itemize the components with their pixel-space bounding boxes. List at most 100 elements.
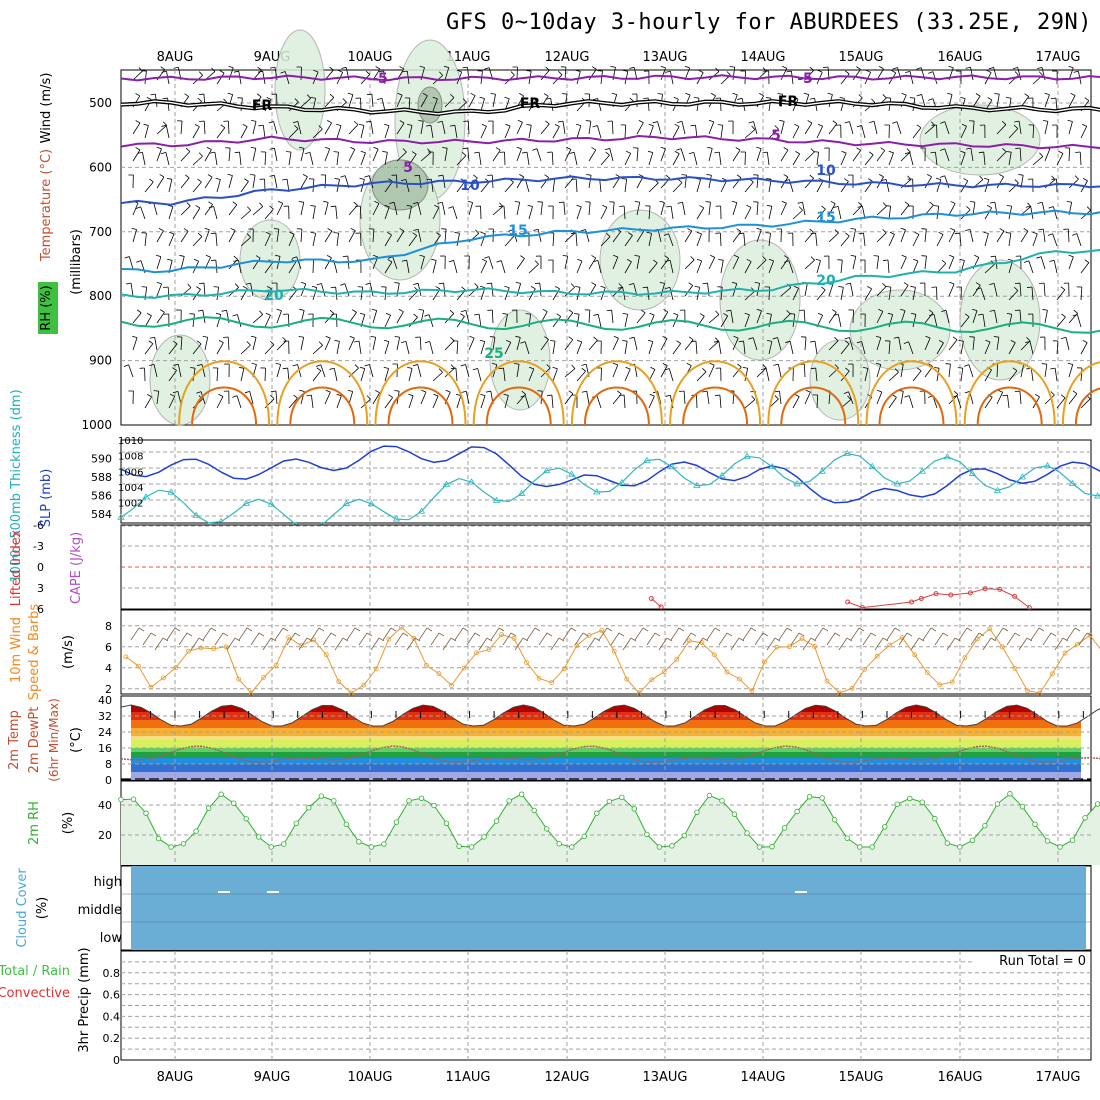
bottom-date-label: 8AUG — [157, 1070, 194, 1085]
wind-barb-flag — [580, 229, 586, 232]
rh-point — [856, 844, 863, 850]
wind-barb — [312, 370, 322, 382]
wind-barb — [348, 230, 356, 243]
wind-barb — [948, 339, 958, 351]
wind-barb — [168, 370, 177, 382]
wind-barb-flag — [562, 255, 568, 257]
wind-barb-flag — [714, 394, 720, 397]
wind-barb — [803, 363, 806, 378]
wind-barb-flag — [426, 178, 432, 181]
wind-barb — [780, 149, 789, 162]
wind-barb-flag — [378, 70, 384, 73]
wind10-barb — [766, 637, 776, 651]
wind-barb-flag — [928, 363, 933, 367]
wind-barb-flag — [766, 204, 772, 207]
wind-barb-flag — [1014, 390, 1020, 393]
wind-barb — [744, 261, 752, 274]
wind-barb — [706, 391, 710, 405]
rh-point — [281, 841, 287, 847]
wind-barb — [264, 262, 274, 274]
wind-barb — [1008, 370, 1018, 382]
wind-barb-flag — [858, 232, 864, 235]
wind-barb — [669, 260, 674, 274]
wind-barb-flag — [259, 202, 264, 207]
wind-barb-flag — [530, 285, 536, 290]
rh-point — [982, 822, 988, 829]
wind10-barb-flag — [138, 627, 145, 632]
wind-barb-flag — [794, 123, 800, 127]
wind-speed-point — [987, 626, 993, 632]
wind-barb — [372, 337, 377, 351]
wind-barb — [1056, 397, 1066, 409]
wind-barb-flag — [988, 67, 994, 70]
wind-barb — [444, 367, 455, 378]
wind-barb-flag — [941, 259, 947, 264]
wind-barb — [287, 368, 290, 382]
thickness-point — [167, 488, 175, 495]
wind-barb-flag — [1067, 119, 1073, 122]
wind-barb — [648, 341, 654, 355]
wind-barb-flag — [1041, 363, 1047, 365]
wind-barb — [611, 120, 614, 135]
wind-barb-flag — [437, 120, 443, 123]
wind-barb — [576, 206, 582, 220]
wind-barb-flag — [1012, 67, 1018, 70]
rh-point — [468, 844, 475, 850]
wind10-barb-flag — [162, 637, 169, 642]
wind-barb — [1032, 156, 1044, 166]
wind-barb-flag — [375, 66, 381, 70]
wind-barb — [960, 126, 967, 139]
thickness-axis-label: 1000~500mb Thickness (dm) — [9, 389, 24, 582]
wind-barb-flag — [746, 258, 752, 262]
wind-barb — [756, 367, 767, 378]
wind-barb — [300, 229, 303, 243]
wind-barb-flag — [948, 65, 954, 69]
wind10-barb — [634, 627, 644, 641]
wind-barb-flag — [173, 66, 179, 69]
wind-barb-flag — [581, 367, 586, 372]
wind-barb-flag — [831, 309, 837, 313]
wind-barb — [672, 182, 683, 193]
minmax-marker: I — [1082, 710, 1085, 721]
wind-barb — [408, 125, 413, 139]
wind-barb-flag — [910, 286, 916, 288]
wind-barb-flag — [947, 92, 953, 95]
wind-barb-flag — [999, 228, 1005, 232]
wind-barb-flag — [329, 309, 335, 314]
wind-barb-flag — [622, 313, 628, 315]
wind-barb-flag — [198, 71, 203, 76]
wind10-barb-flag — [546, 632, 553, 637]
wind-barb — [743, 341, 746, 355]
wind-barb — [168, 233, 175, 247]
wind-barb — [540, 202, 543, 216]
wind-barb — [887, 260, 890, 274]
wind-barb-flag — [615, 174, 621, 178]
wind-barb-flag — [762, 256, 767, 261]
wind-barb-flag — [676, 340, 681, 344]
li-tick-label: -6 — [33, 519, 44, 532]
thickness-point — [793, 480, 801, 487]
thickness-tick-label: 586 — [91, 489, 112, 502]
wind-barb-flag — [382, 151, 388, 153]
wind-barb — [156, 256, 162, 270]
wind-barb — [503, 368, 506, 382]
wind-barb-flag — [1060, 394, 1066, 399]
wind-barb-flag — [228, 65, 234, 69]
wind-barb-flag — [197, 309, 203, 312]
wind-barb-flag — [342, 255, 348, 258]
wind-barb — [768, 206, 773, 220]
wind-barb — [444, 340, 455, 351]
rh-point — [994, 801, 1001, 807]
wind-barb-flag — [999, 174, 1004, 178]
wind-barb — [300, 98, 311, 108]
wind-barb-flag — [124, 256, 130, 259]
wind-barb — [816, 208, 826, 220]
wind-barb-flag — [342, 98, 347, 103]
wind-barb — [972, 337, 975, 351]
rh-point — [118, 796, 124, 803]
wind-barb — [252, 148, 257, 162]
wind-barb-flag — [838, 286, 844, 288]
wind-barb — [586, 391, 590, 405]
wind-speed-point — [499, 632, 504, 637]
